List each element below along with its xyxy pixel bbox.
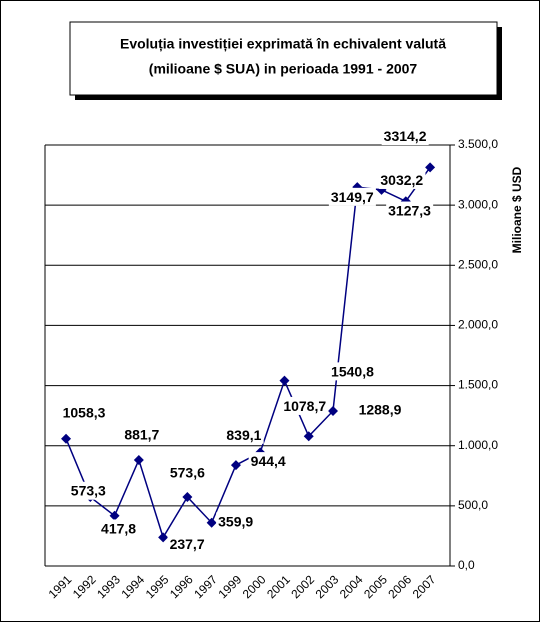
- data-label-bg: [60, 403, 108, 422]
- point-marker: [182, 492, 193, 503]
- data-label: 1540,8: [331, 363, 374, 379]
- data-label: 944,4: [251, 453, 286, 469]
- y-tick-label: 1.000,0: [458, 438, 498, 452]
- data-label-bg: [248, 452, 288, 471]
- data-label: 3314,2: [384, 128, 427, 144]
- data-label-bg: [68, 481, 109, 500]
- title-box: [69, 21, 498, 96]
- data-label: 359,9: [218, 513, 253, 529]
- data-label: 839,1: [226, 427, 261, 443]
- data-label-bg: [224, 425, 264, 444]
- point-marker: [328, 405, 339, 416]
- data-label-bg: [281, 396, 329, 415]
- data-label: 417,8: [101, 520, 136, 536]
- point-marker: [425, 162, 436, 173]
- data-label-bg: [378, 170, 426, 189]
- data-label: 3127,3: [388, 203, 431, 219]
- point-marker: [133, 454, 144, 465]
- chart-title: (milioane $ SUA) in perioada 1991 - 2007: [149, 61, 418, 77]
- data-label-bg: [167, 463, 208, 482]
- data-label-bg: [381, 127, 429, 146]
- y-tick-label: 3.000,0: [458, 197, 498, 211]
- data-label-bg: [167, 535, 207, 554]
- data-label: 3149,7: [331, 189, 374, 205]
- data-label: 1078,7: [283, 398, 326, 414]
- point-marker: [109, 510, 120, 521]
- y-tick-label: 500,0: [458, 498, 488, 512]
- y-tick-label: 2.500,0: [458, 257, 498, 271]
- data-label: 573,3: [71, 483, 106, 499]
- point-marker: [230, 460, 241, 471]
- data-label-bg: [328, 187, 376, 206]
- data-label: 573,6: [170, 465, 205, 481]
- y-tick-label: 3.500,0: [458, 137, 498, 151]
- data-label-bg: [329, 362, 377, 381]
- point-marker: [206, 517, 217, 528]
- data-label: 237,7: [170, 536, 205, 552]
- point-marker: [279, 375, 290, 386]
- data-label-bg: [122, 425, 162, 444]
- y-axis-label: Milioane $ USD: [510, 166, 524, 253]
- point-marker: [158, 532, 169, 543]
- data-label-bg: [99, 519, 139, 538]
- y-tick-label: 0,0: [458, 558, 475, 572]
- data-label-bg: [216, 512, 256, 531]
- chart-title: Evoluția investiției exprimată în echiva…: [120, 36, 446, 52]
- point-marker: [61, 433, 72, 444]
- data-label-bg: [386, 201, 434, 220]
- point-marker: [303, 431, 314, 442]
- data-label: 3032,2: [380, 172, 423, 188]
- data-label: 1288,9: [359, 402, 402, 418]
- y-tick-label: 1.500,0: [458, 378, 498, 392]
- data-label: 1058,3: [63, 404, 106, 420]
- data-label-bg: [356, 400, 404, 419]
- y-tick-label: 2.000,0: [458, 318, 498, 332]
- data-label: 881,7: [124, 427, 159, 443]
